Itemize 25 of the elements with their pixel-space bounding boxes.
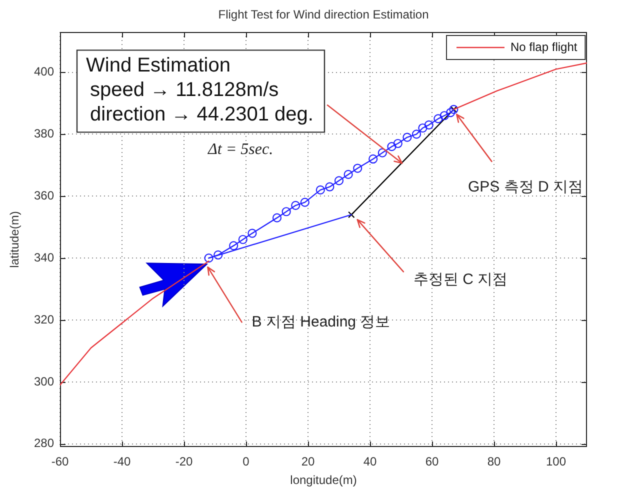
annotation: Wind Estimation speed → 11.8128m/s direction → 44.2301 deg.: [86, 54, 314, 126]
x-tick-label: -20: [175, 454, 193, 469]
x-tick-label: -40: [113, 454, 131, 469]
x-tick-label: -60: [51, 454, 69, 469]
y-tick-label: 400: [34, 64, 54, 79]
x-tick-label: 100: [546, 454, 566, 469]
y-tick-label: 380: [34, 126, 54, 141]
x-tick-label: 60: [425, 454, 439, 469]
x-tick-label: 0: [242, 454, 250, 469]
legend-label: No flap flight: [510, 40, 578, 54]
y-tick-label: 340: [34, 250, 54, 264]
chart-title: Flight Test for Wind direction Estimation: [218, 7, 429, 22]
y-tick-label: 320: [34, 312, 54, 326]
y-axis-title: latitude(m): [8, 211, 22, 268]
annotation: GPS 측정 D 지점: [468, 178, 584, 196]
y-tick-label: 300: [34, 374, 54, 388]
annotation: 추정된 C 지점: [413, 270, 508, 288]
y-tick-label: 360: [34, 188, 54, 202]
annotation: Δt = 5sec.: [207, 141, 274, 158]
y-tick-label: 280: [34, 436, 54, 450]
x-tick-label: 80: [487, 454, 501, 469]
x-tick-label: 20: [301, 454, 315, 469]
x-axis-title: longitude(m): [290, 473, 357, 488]
annotation: B 지점 Heading 정보: [252, 313, 390, 330]
x-tick-label: 40: [363, 454, 377, 469]
